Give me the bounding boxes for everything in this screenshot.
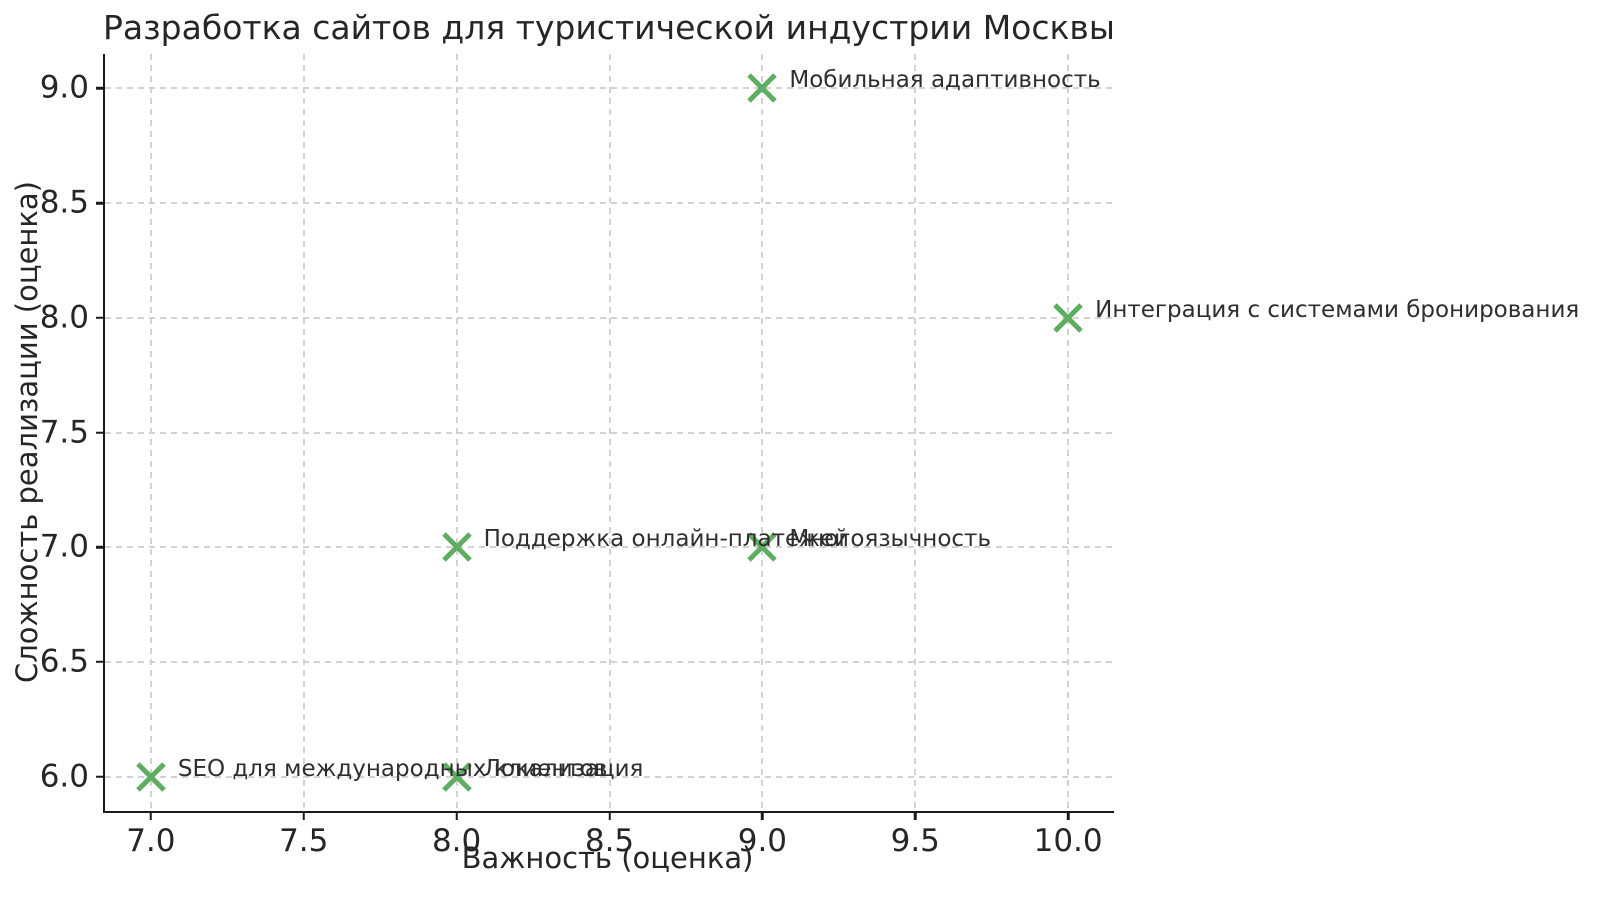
y-gridline <box>105 316 1114 319</box>
y-tick-label: 9.0 <box>39 69 89 106</box>
y-tick-label: 7.5 <box>39 414 89 450</box>
data-point-marker <box>1050 300 1086 336</box>
y-tick-mark <box>96 431 105 434</box>
x-marker-icon <box>1053 303 1083 333</box>
x-tick-label: 9.0 <box>737 823 788 859</box>
y-tick-mark <box>96 775 105 778</box>
data-point-marker <box>439 759 475 795</box>
data-point-marker <box>439 529 475 565</box>
chart-title: Разработка сайтов для туристической инду… <box>103 8 1115 47</box>
x-tick-mark <box>914 811 917 820</box>
y-tick-label: 6.0 <box>39 758 89 795</box>
x-tick-mark <box>1066 811 1070 820</box>
x-marker-icon <box>441 761 472 792</box>
data-point-label: SEO для международных клиентов <box>177 755 608 782</box>
data-point-label: Мобильная адаптивность <box>789 67 1101 94</box>
y-tick-mark <box>96 545 105 549</box>
x-tick-mark <box>608 811 611 820</box>
x-tick-label: 9.5 <box>890 823 940 859</box>
x-tick-mark <box>455 811 458 820</box>
x-tick-label: 7.5 <box>279 823 329 859</box>
y-tick-label: 6.5 <box>39 643 89 680</box>
x-marker-icon <box>441 532 472 562</box>
data-point-label: Многоязычность <box>789 526 992 553</box>
x-tick-label: 8.5 <box>584 823 635 859</box>
y-gridline <box>105 775 1114 778</box>
x-marker-icon <box>747 73 778 104</box>
y-tick-mark <box>96 201 105 205</box>
data-point-marker <box>744 529 780 565</box>
x-tick-label: 8.0 <box>431 823 482 859</box>
data-point-marker <box>744 70 780 106</box>
x-tick-mark <box>302 811 305 820</box>
x-tick-mark <box>149 811 153 820</box>
y-tick-mark <box>96 660 105 664</box>
x-tick-mark <box>761 811 764 820</box>
y-gridline <box>105 431 1114 434</box>
y-gridline <box>105 87 1114 90</box>
x-marker-icon <box>136 761 166 792</box>
y-gridline <box>105 660 1114 663</box>
y-tick-label: 7.0 <box>39 528 89 565</box>
y-gridline <box>105 546 1114 549</box>
data-point-label: Поддержка онлайн-платежей <box>483 526 849 553</box>
y-tick-mark <box>96 316 105 320</box>
x-tick-label: 10.0 <box>1033 823 1103 859</box>
y-tick-label: 8.0 <box>39 299 89 336</box>
data-point-label: Интеграция с системами бронирования <box>1095 296 1580 323</box>
y-gridline <box>105 202 1114 205</box>
x-marker-icon <box>747 532 778 562</box>
y-tick-mark <box>96 87 105 90</box>
x-tick-label: 7.0 <box>126 823 176 859</box>
x-axis-label: Важность (оценка) <box>461 841 754 875</box>
data-point-label: Локализация <box>483 755 644 782</box>
data-point-marker <box>133 759 169 795</box>
y-tick-label: 8.5 <box>39 184 89 221</box>
plot-area: 7.0 7.5 8.0 8.5 9.0 9.5 10.0 6.0 6.5 7.0 7.5 8.0 8.5… <box>40 54 1579 858</box>
